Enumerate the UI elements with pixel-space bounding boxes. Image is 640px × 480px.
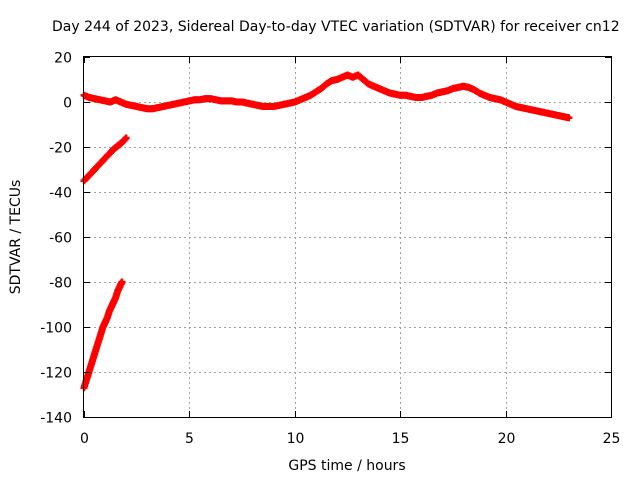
data-point-marker: [565, 114, 573, 122]
y-tick-label: -140: [40, 411, 72, 427]
y-tick-label: -100: [40, 321, 72, 337]
y-tick-label: 20: [54, 51, 72, 67]
y-tick-label: -60: [49, 231, 72, 247]
axis-ticks: [84, 57, 612, 418]
chart-title: Day 244 of 2023, Sidereal Day-to-day VTE…: [52, 19, 620, 35]
series-3: [80, 278, 126, 392]
grid: [84, 57, 611, 417]
y-axis-label: SDTVAR / TECUs: [8, 180, 24, 295]
x-tick-label: 0: [80, 431, 89, 447]
x-tick-label: 20: [498, 431, 516, 447]
series-2: [80, 134, 130, 185]
y-tick-label: -20: [49, 141, 72, 157]
x-tick-label: 5: [185, 431, 194, 447]
x-axis-label: GPS time / hours: [288, 458, 405, 474]
y-tick-label: -120: [40, 366, 72, 382]
y-tick-label: 0: [63, 96, 72, 112]
x-tick-label: 15: [392, 431, 410, 447]
axis-tick-labels: 0 5 10 15 20 25 20 0 -20 -40 -60 -80 -100 -120 -140: [40, 51, 620, 448]
y-tick-label: -80: [49, 276, 72, 292]
x-tick-label: 10: [287, 431, 305, 447]
plot-frame: [83, 56, 612, 418]
data-point-marker: [118, 278, 126, 286]
series-1: [80, 71, 573, 122]
data-marks: [80, 71, 573, 392]
y-tick-label: -40: [49, 186, 72, 202]
x-tick-label: 25: [603, 431, 621, 447]
data-point-marker: [122, 134, 130, 142]
